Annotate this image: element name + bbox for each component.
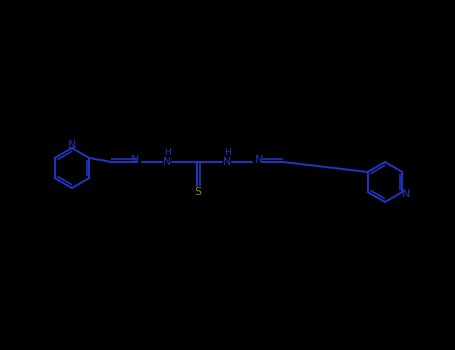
Text: N: N	[68, 140, 76, 150]
Text: H: H	[224, 148, 231, 157]
Text: N: N	[131, 155, 140, 165]
Text: H: H	[164, 148, 171, 157]
Text: N: N	[402, 189, 410, 199]
Text: N: N	[163, 157, 172, 167]
Text: N: N	[255, 155, 263, 165]
Text: S: S	[194, 188, 201, 197]
Text: N: N	[223, 157, 232, 167]
